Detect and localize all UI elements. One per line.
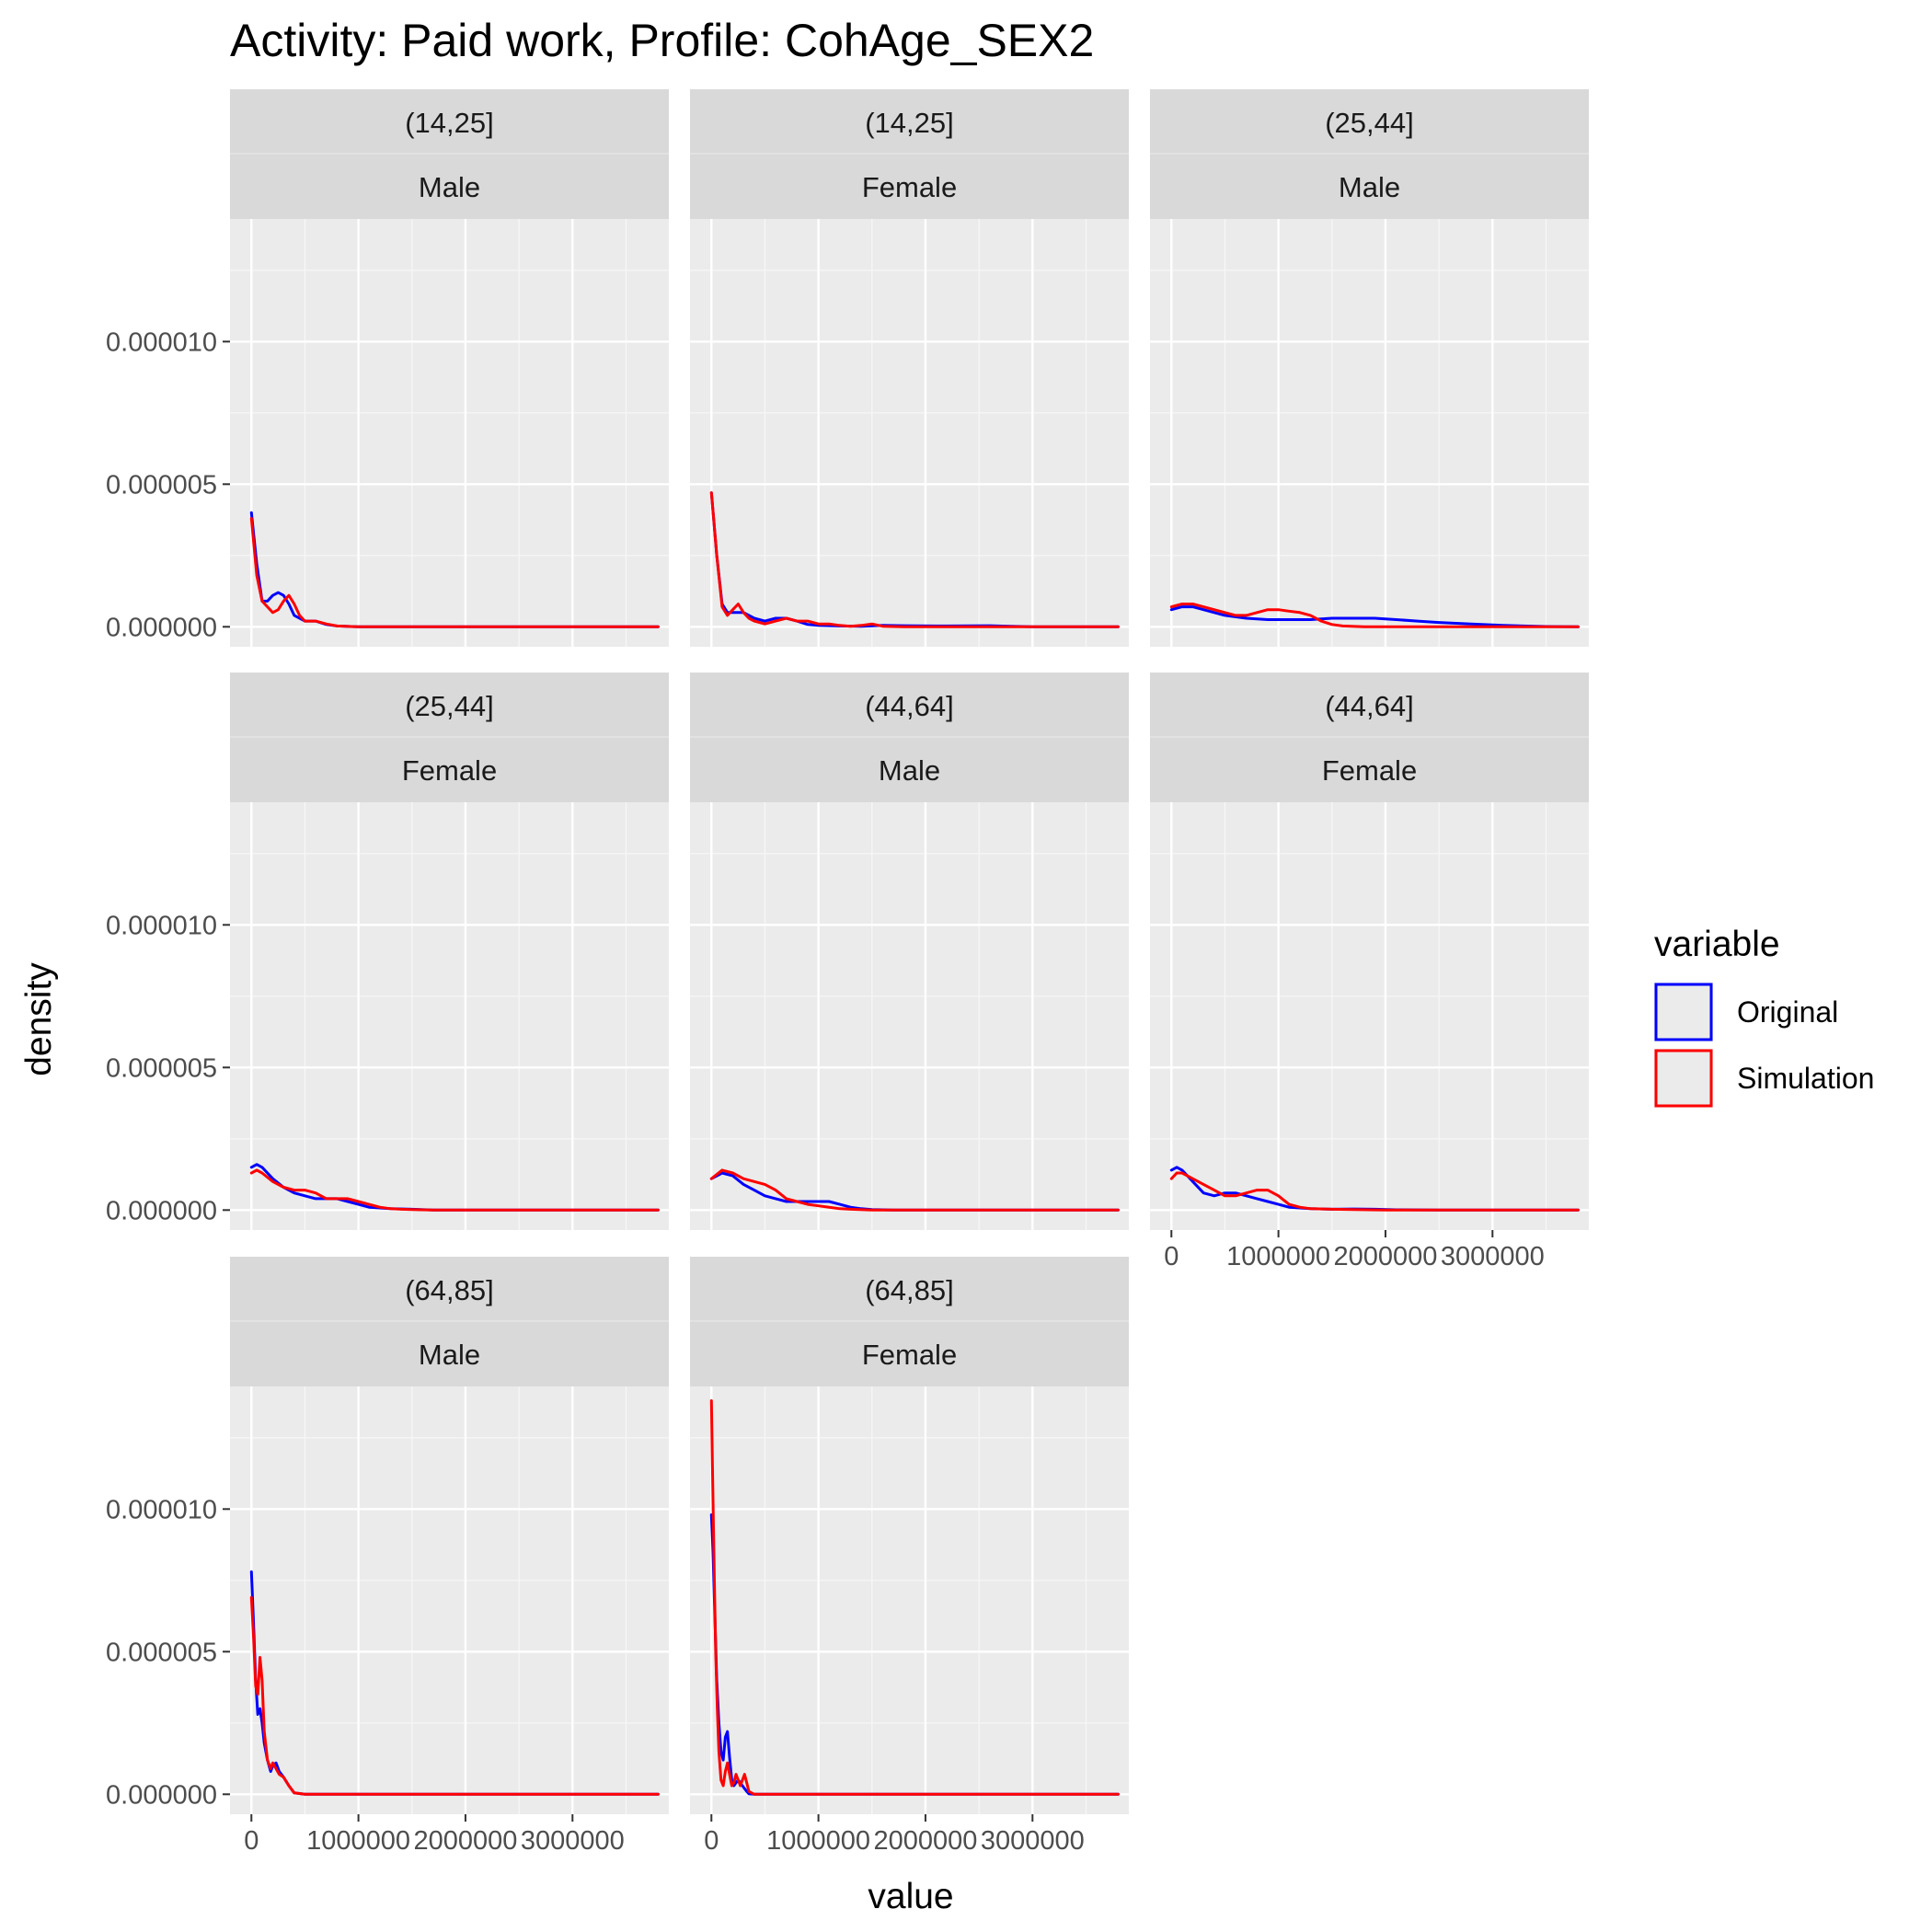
panels: (14,25]Male(14,25]Female(25,44]Male(25,4…: [230, 89, 1589, 1814]
strip-label-sex: Male: [1339, 171, 1400, 203]
series-line-simulation: [1169, 1171, 1580, 1212]
panel-background: [230, 1386, 669, 1814]
y-tick-label: 0.000000: [106, 613, 217, 642]
series-line-simulation: [709, 491, 1120, 628]
strip-label-age: (14,25]: [865, 107, 954, 139]
facet-panel: (14,25] Female: [690, 89, 1129, 647]
facet-panel: (64,85] Male: [230, 1257, 669, 1814]
facet-panel: (44,64] Female: [1150, 673, 1589, 1230]
series-line-simulation: [249, 517, 660, 628]
legend-label: Simulation: [1737, 1062, 1874, 1095]
y-tick-label: 0.000000: [106, 1780, 217, 1810]
y-tick-label: 0.000000: [106, 1196, 217, 1225]
panel-background: [690, 219, 1129, 647]
x-tick-label: 0: [704, 1826, 719, 1856]
x-tick-label: 1000000: [766, 1826, 870, 1856]
panel-background: [690, 1386, 1129, 1814]
x-tick-label: 2000000: [873, 1826, 977, 1856]
legend: variable Original Simulation: [1654, 925, 1874, 1108]
strip-label-sex: Female: [862, 1339, 957, 1371]
strip-label-age: (44,64]: [865, 690, 954, 722]
strip-label-age: (44,64]: [1325, 690, 1414, 722]
strip-label-age: (64,85]: [405, 1274, 494, 1306]
series-line-original: [1169, 605, 1580, 628]
y-tick-label: 0.000010: [106, 328, 217, 357]
x-tick-label: 2000000: [413, 1826, 517, 1856]
facet-panel: (25,44] Female: [230, 673, 669, 1230]
strip-label-sex: Male: [879, 754, 940, 787]
series-line-simulation: [709, 1168, 1120, 1212]
legend-key-swatch: [1654, 983, 1713, 1041]
y-axis-title: density: [19, 962, 59, 1076]
panel-background: [230, 219, 669, 647]
legend-item-simulation: Simulation: [1654, 1049, 1874, 1108]
y-tick-label: 0.000010: [106, 911, 217, 940]
legend-key-background: [1654, 1049, 1713, 1108]
series-line-simulation: [249, 1595, 660, 1796]
x-tick-label: 3000000: [981, 1826, 1085, 1856]
panel-background: [1150, 219, 1589, 647]
y-tick-label: 0.000005: [106, 470, 217, 500]
x-tick-label: 0: [1164, 1242, 1179, 1271]
facet-panel: (25,44] Male: [1150, 89, 1589, 647]
strip-label-age: (14,25]: [405, 107, 494, 139]
legend-title: variable: [1654, 925, 1780, 964]
legend-label: Original: [1737, 995, 1838, 1029]
x-tick-label: 2000000: [1333, 1242, 1437, 1271]
x-tick-label: 3000000: [1441, 1242, 1545, 1271]
legend-key-swatch: [1654, 1049, 1713, 1108]
legend-key-background: [1654, 983, 1713, 1041]
facet-panel: (14,25] Male: [230, 89, 669, 647]
x-tick-label: 3000000: [521, 1826, 625, 1856]
strip-label-age: (64,85]: [865, 1274, 954, 1306]
series-line-simulation: [249, 1168, 660, 1212]
strip-label-sex: Male: [419, 1339, 480, 1371]
series-line-simulation: [709, 1399, 1120, 1796]
facet-panel: (64,85] Female: [690, 1257, 1129, 1814]
panel-background: [230, 802, 669, 1230]
strip-label-sex: Male: [419, 171, 480, 203]
facet-panel: (44,64] Male: [690, 673, 1129, 1230]
x-tick-label: 0: [244, 1826, 259, 1856]
strip-label-sex: Female: [862, 171, 957, 203]
y-tick-label: 0.000010: [106, 1495, 217, 1524]
chart-title: Activity: Paid work, Profile: CohAge_SEX…: [230, 15, 1094, 66]
y-tick-label: 0.000005: [106, 1053, 217, 1083]
strip-label-age: (25,44]: [405, 690, 494, 722]
x-tick-label: 1000000: [1226, 1242, 1330, 1271]
panel-background: [1150, 802, 1589, 1230]
legend-item-original: Original: [1654, 983, 1838, 1041]
strip-label-sex: Female: [1322, 754, 1417, 787]
strip-label-age: (25,44]: [1325, 107, 1414, 139]
series-line-simulation: [1169, 603, 1580, 628]
panel-background: [690, 802, 1129, 1230]
x-tick-label: 1000000: [306, 1826, 410, 1856]
y-tick-label: 0.000005: [106, 1638, 217, 1667]
axes: 0.000000 0.000005 0.000010 0.000000 0.000005…: [106, 328, 1545, 1856]
x-axis-title: value: [868, 1877, 953, 1916]
legend-items: Original Simulation: [1654, 983, 1874, 1108]
strip-label-sex: Female: [402, 754, 497, 787]
